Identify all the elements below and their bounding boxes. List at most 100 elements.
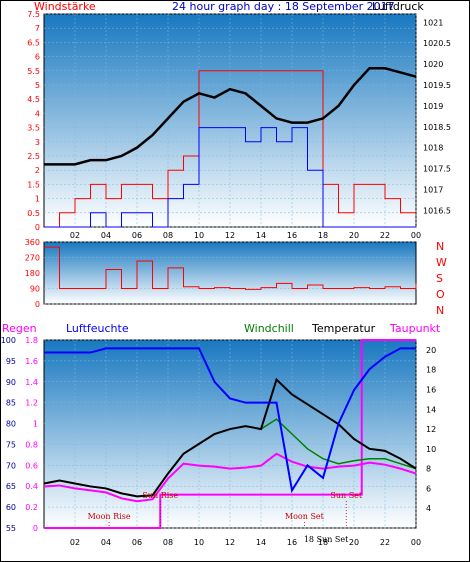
time-tick-label: 08 bbox=[163, 538, 173, 547]
wind-pressure-series bbox=[44, 67, 417, 228]
time-tick-label: 12 bbox=[225, 538, 235, 547]
compass-label: S bbox=[436, 272, 443, 285]
direction-tick-label: 360 bbox=[25, 238, 40, 247]
compass-label: W bbox=[436, 256, 447, 269]
time-tick-label: 18 bbox=[318, 538, 328, 547]
humidity-tick-label: 60 bbox=[6, 503, 16, 512]
direction-tick-label: 180 bbox=[25, 269, 40, 278]
time-tick-label: 16 bbox=[287, 538, 297, 547]
direction-tick-label: 90 bbox=[30, 285, 40, 294]
pressure-line bbox=[44, 67, 417, 166]
time-tick-label: 04 bbox=[101, 231, 111, 240]
time-tick-label: 06 bbox=[132, 538, 142, 547]
legend-item: Luftfeuchte bbox=[66, 322, 129, 335]
time-tick-label: 16 bbox=[287, 231, 297, 240]
humidity-tick-label: 80 bbox=[6, 420, 16, 429]
direction-axis-ticks: 360 270 180 90 0 bbox=[25, 238, 40, 309]
temperature-axis-ticks: 4 6 8 10 12 14 16 18 20 bbox=[426, 346, 436, 513]
wind-tick-label: 2.5 bbox=[27, 152, 40, 161]
wind-tick-label: 4.5 bbox=[27, 95, 40, 104]
pressure-tick-label: 1021 bbox=[423, 18, 443, 27]
wind-tick-label: 5.5 bbox=[27, 67, 40, 76]
rain-line bbox=[44, 339, 416, 529]
temperature-tick-label: 8 bbox=[426, 465, 431, 474]
wind-tick-label: 0.5 bbox=[27, 209, 40, 218]
humidity-tick-label: 75 bbox=[6, 440, 16, 449]
temperature-line bbox=[43, 377, 417, 498]
temperature-tick-label: 4 bbox=[426, 504, 431, 513]
rain-tick-label: 0.4 bbox=[25, 482, 38, 491]
rain-tick-label: 0 bbox=[33, 524, 38, 533]
temperature-tick-label: 16 bbox=[426, 385, 436, 394]
wind-tick-label: 3 bbox=[35, 138, 40, 147]
time-tick-label: 12 bbox=[225, 231, 235, 240]
astro-label: Sun Rise bbox=[142, 491, 178, 500]
time-axis-ticks-bottom: 02 04 06 08 10 12 14 16 18 20 22 00 bbox=[70, 538, 421, 547]
wind-line bbox=[44, 127, 416, 228]
humidity-axis-ticks: 55 60 65 70 75 80 85 90 95 100 bbox=[1, 336, 16, 533]
dewpoint-line bbox=[43, 452, 417, 503]
astro-annotations: Moon Rise Sun Rise Sun Set Moon Set 18 Sun S… bbox=[88, 491, 363, 544]
temperature-tick-label: 6 bbox=[426, 484, 431, 493]
astro-label: Sun Set bbox=[330, 491, 363, 500]
time-tick-label: 06 bbox=[132, 231, 142, 240]
astro-label: Moon Rise bbox=[88, 512, 131, 521]
wind-axis-title: Windstärke bbox=[34, 0, 96, 13]
rain-tick-label: 1.4 bbox=[25, 378, 38, 387]
time-tick-label: 22 bbox=[380, 231, 390, 240]
time-tick-label: 04 bbox=[101, 538, 111, 547]
pressure-axis-title: Luftdruck bbox=[372, 0, 424, 13]
humidity-tick-label: 95 bbox=[6, 357, 16, 366]
rain-tick-label: 0.8 bbox=[25, 440, 38, 449]
time-tick-label: 00 bbox=[411, 538, 421, 547]
compass-label: O bbox=[436, 288, 445, 301]
compass-label: N bbox=[436, 240, 444, 253]
time-tick-label: 22 bbox=[380, 538, 390, 547]
pressure-tick-label: 1019 bbox=[423, 102, 443, 111]
wind-tick-label: 3.5 bbox=[27, 124, 40, 133]
wind-tick-label: 1 bbox=[35, 195, 40, 204]
pressure-tick-label: 1017.5 bbox=[423, 165, 451, 174]
wind-tick-label: 0 bbox=[35, 223, 40, 232]
legend-item: Regen bbox=[2, 322, 37, 335]
time-tick-label: 18 bbox=[318, 231, 328, 240]
temperature-tick-label: 20 bbox=[426, 346, 436, 355]
time-tick-label: 14 bbox=[256, 231, 266, 240]
gust-line bbox=[44, 70, 416, 228]
time-tick-label: 08 bbox=[163, 231, 173, 240]
rain-tick-label: 0.2 bbox=[25, 503, 38, 512]
time-tick-label: 20 bbox=[349, 231, 359, 240]
wind-tick-label: 6 bbox=[35, 53, 40, 62]
time-tick-label: 14 bbox=[256, 538, 266, 547]
temperature-tick-label: 14 bbox=[426, 405, 436, 414]
pressure-tick-label: 1017 bbox=[423, 185, 443, 194]
temperature-tick-label: 12 bbox=[426, 425, 436, 434]
wind-tick-label: 7 bbox=[35, 24, 40, 33]
humidity-tick-label: 100 bbox=[1, 336, 16, 345]
humidity-line bbox=[44, 347, 416, 494]
legend-item: Temperatur bbox=[311, 322, 376, 335]
compass-label: N bbox=[436, 304, 444, 317]
legend-item: Windchill bbox=[244, 322, 294, 335]
time-tick-label: 10 bbox=[194, 538, 204, 547]
pressure-tick-label: 1019.5 bbox=[423, 81, 451, 90]
chart-title: 24 hour graph day : 18 September 2017 bbox=[172, 0, 395, 13]
time-tick-label: 02 bbox=[70, 538, 80, 547]
wind-tick-label: 6.5 bbox=[27, 38, 40, 47]
humidity-tick-label: 65 bbox=[6, 482, 16, 491]
wind-direction-line bbox=[44, 246, 417, 290]
rain-tick-label: 1.8 bbox=[25, 336, 38, 345]
wind-direction-series bbox=[44, 246, 417, 290]
astro-label: Moon Set bbox=[285, 512, 325, 521]
time-axis-ticks-top: 02 04 06 08 10 12 14 16 18 20 22 00 bbox=[70, 231, 421, 240]
pressure-tick-label: 1018 bbox=[423, 144, 443, 153]
time-tick-label: 20 bbox=[349, 538, 359, 547]
humidity-tick-label: 90 bbox=[6, 378, 16, 387]
pressure-axis-ticks: 1016.5 1017 1017.5 1018 1018.5 1019 1019.5 1020… bbox=[423, 18, 451, 215]
pressure-tick-label: 1016.5 bbox=[423, 206, 451, 215]
wind-tick-label: 2 bbox=[35, 166, 40, 175]
time-tick-label: 00 bbox=[411, 231, 421, 240]
rain-tick-label: 1.2 bbox=[25, 399, 38, 408]
temp-humidity-series bbox=[43, 339, 417, 529]
